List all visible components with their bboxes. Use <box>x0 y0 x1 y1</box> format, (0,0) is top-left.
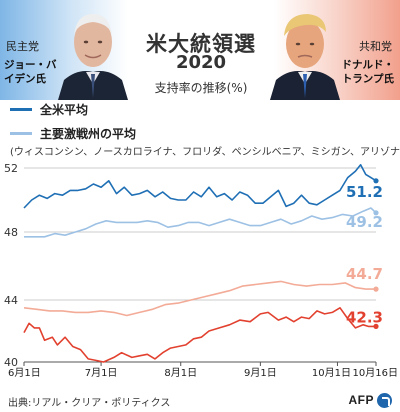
legend-label-battleground: 主要激戦州の平均 <box>40 127 137 141</box>
series-line-1 <box>24 207 377 238</box>
source-note: 出典:リアル・クリア・ポリティクス <box>8 398 171 409</box>
x-tick-label-0: 6月1日 <box>8 367 41 379</box>
biden-panel: 民主党 ジョー・バイデン氏 <box>0 0 128 100</box>
series-end-label-0: 51.2 <box>346 183 383 201</box>
series-line-2 <box>23 307 376 363</box>
y-tick-label-40: 40 <box>4 356 18 369</box>
trump-panel: 共和党 ドナルド・トランプ氏 <box>270 0 400 100</box>
x-tick-label-1: 7月1日 <box>85 367 118 379</box>
series-end-point-0 <box>373 178 379 184</box>
afp-logo-text: AFP <box>348 393 374 407</box>
chart-title-line1: 米大統領選 <box>146 32 256 56</box>
series-end-point-2 <box>373 323 379 329</box>
series-end-point-1 <box>373 210 379 216</box>
chart-subtitle: 支持率の推移(%) <box>154 81 248 95</box>
series-end-label-2: 42.3 <box>346 308 383 326</box>
series-line-0 <box>23 164 377 209</box>
x-tick-label-3: 9月1日 <box>244 367 277 379</box>
democrat-party-label: 民主党 <box>6 40 39 53</box>
series-end-label-1: 49.2 <box>346 213 383 231</box>
legend-battleground-note: (ウィスコンシン、ノースカロライナ、フロリダ、ペンシルベニア、ミシガン、アリゾナ… <box>10 147 400 158</box>
x-tick-label-5: 10月16日 <box>353 367 398 379</box>
header: 民主党 ジョー・バイデン氏 米大統領選 2020 支持率の推移(%) 共和党 ド… <box>0 0 400 100</box>
series-end-label-3: 44.7 <box>346 265 383 283</box>
series-line-3 <box>23 280 376 317</box>
x-tick-label-4: 10月1日 <box>312 367 351 379</box>
x-tick-label-2: 8月1日 <box>164 367 197 379</box>
legend-swatch-national <box>10 108 32 111</box>
legend-swatch-battleground <box>10 132 32 135</box>
legend-label-national: 全米平均 <box>40 103 89 117</box>
y-tick-label-52: 52 <box>4 162 18 175</box>
trump-portrait <box>270 14 340 100</box>
republican-party-label: 共和党 <box>359 40 392 53</box>
afp-logo: AFP <box>348 392 392 408</box>
trump-name: ドナルド・トランプ氏 <box>341 59 395 85</box>
y-tick-label-44: 44 <box>4 294 18 307</box>
series-end-point-3 <box>373 286 379 292</box>
chart-title-line2: 2020 <box>175 52 227 73</box>
afp-logo-icon <box>377 392 392 408</box>
biden-portrait <box>58 14 128 100</box>
y-tick-label-48: 48 <box>4 226 18 239</box>
biden-name: ジョー・バイデン氏 <box>4 59 57 85</box>
